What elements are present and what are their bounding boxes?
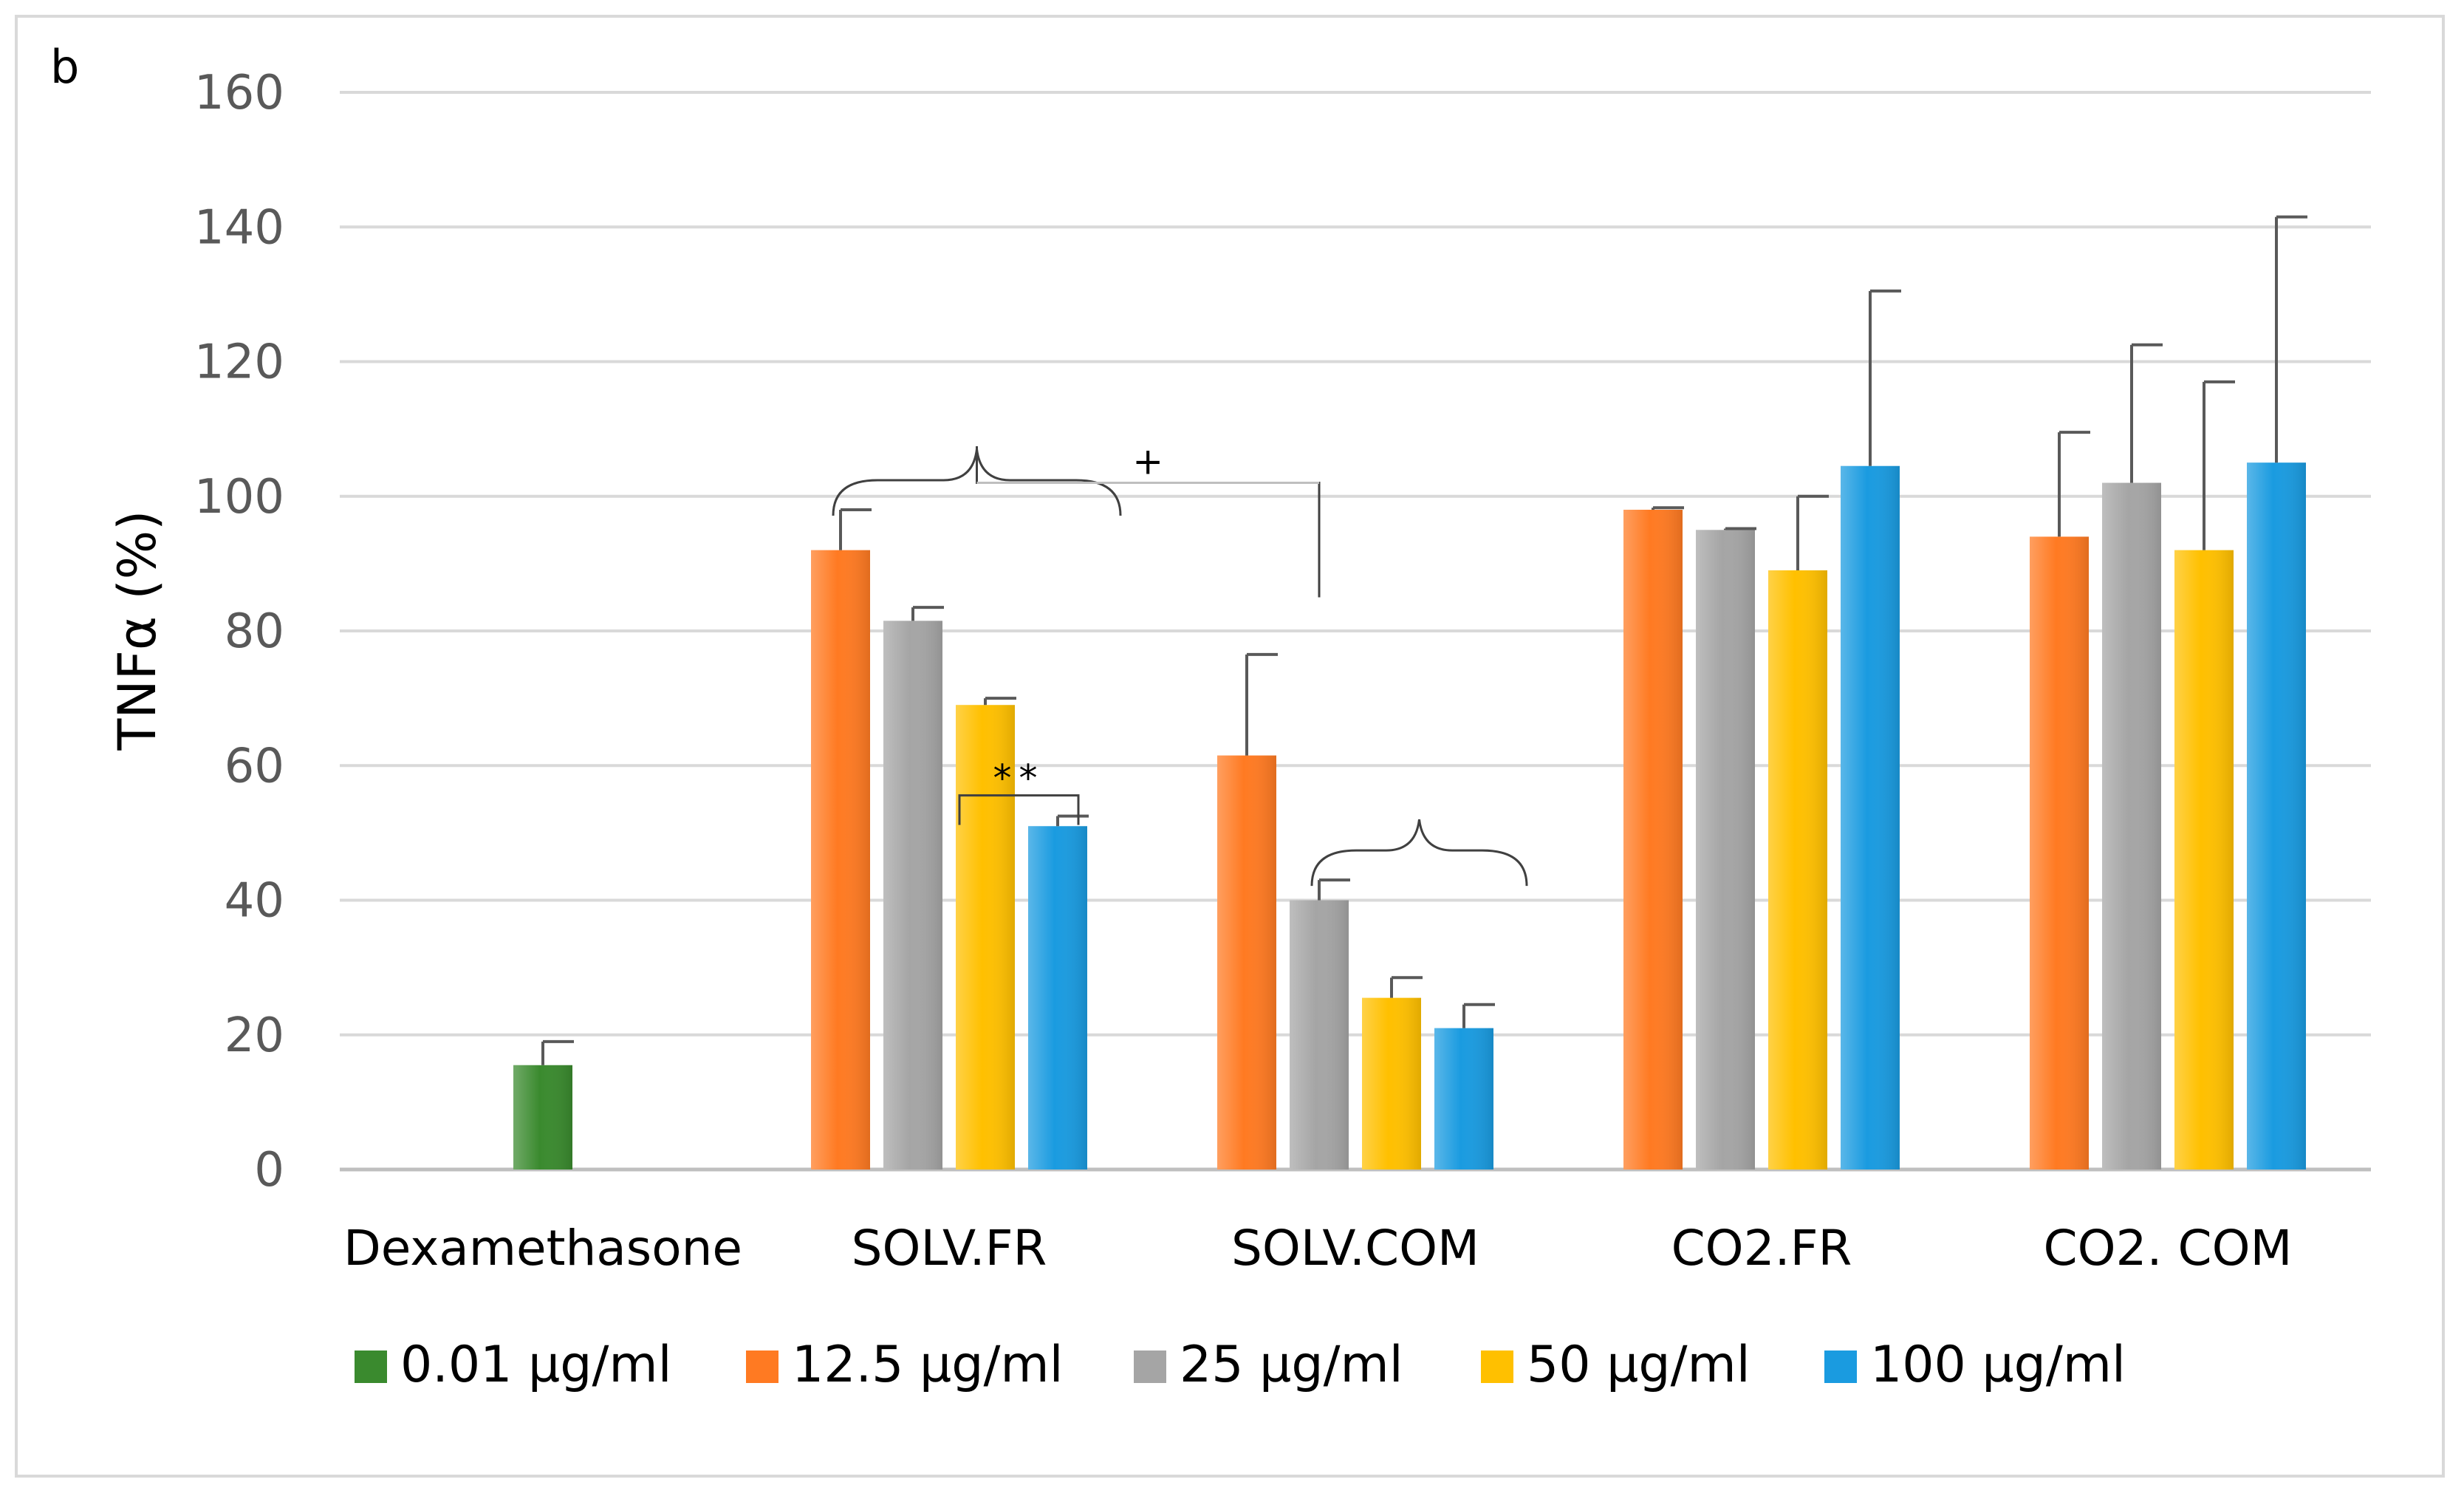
significance-label: ** [993,757,1045,800]
category-label: CO2.FR [1671,1220,1852,1277]
bar-shading [1841,465,1900,1170]
bar-shading [2030,536,2089,1170]
category-label: SOLV.FR [852,1220,1047,1277]
bar-shading [2247,462,2306,1170]
bar-shading [956,705,1015,1170]
significance-bracket [958,794,1080,825]
panel-label: b [50,40,79,94]
significance-label: + [1132,440,1163,483]
significance-brace [1310,819,1528,887]
y-tick-label: 60 [225,739,284,793]
bar-shading [1362,997,1421,1170]
bar-shading [811,550,870,1170]
legend-swatch [746,1351,778,1383]
bar-shading [1028,826,1087,1170]
y-axis-label: TNFα (%) [107,511,168,751]
y-tick-label: 120 [194,335,284,390]
legend-label: 25 µg/ml [1180,1336,1403,1394]
y-tick-label: 0 [254,1143,284,1198]
bar-shading [1217,755,1276,1170]
category-label: Dexamethasone [343,1220,742,1277]
category-label: CO2. COM [2044,1220,2293,1277]
legend-label: 50 µg/ml [1527,1336,1751,1394]
y-tick-label: 160 [194,66,284,120]
bar-shading [1696,530,1755,1170]
bar-shading [513,1065,572,1170]
legend-swatch [355,1351,387,1383]
bar-shading [1290,900,1349,1170]
bar-shading [883,621,942,1170]
y-tick-label: 80 [225,604,284,659]
bar-shading [2102,482,2161,1170]
category-label: SOLV.COM [1231,1220,1479,1277]
legend-label: 0.01 µg/ml [400,1336,672,1394]
bar-shading [2174,550,2234,1170]
bar-shading [1768,570,1827,1170]
legend-swatch [1824,1351,1857,1383]
y-tick-label: 140 [194,200,284,255]
bar-shading [1434,1028,1493,1170]
bar-shading [1623,509,1683,1170]
legend-label: 100 µg/ml [1870,1336,2126,1394]
legend-swatch [1481,1351,1513,1383]
y-tick-label: 100 [194,470,284,525]
legend-label: 12.5 µg/ml [792,1336,1064,1394]
y-tick-label: 20 [225,1008,284,1063]
legend-swatch [1134,1351,1166,1383]
y-tick-label: 40 [225,874,284,929]
